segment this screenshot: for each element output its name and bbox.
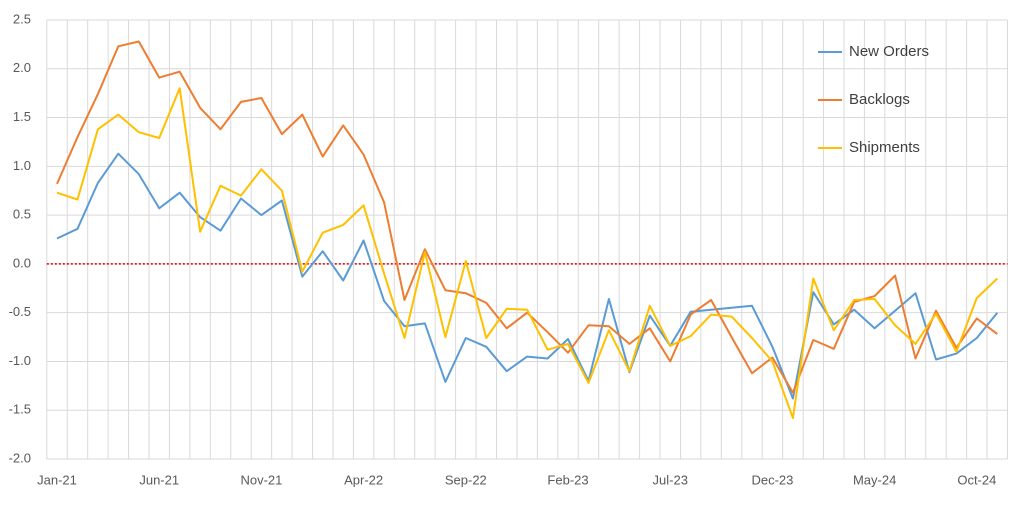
y-tick-label: 0.0 [13, 255, 31, 270]
y-tick-label: 1.5 [13, 109, 31, 124]
y-tick-label: -1.0 [9, 353, 31, 368]
x-tick-label: Jun-21 [139, 472, 179, 487]
y-tick-label: -0.5 [9, 304, 31, 319]
x-tick-label: Oct-24 [957, 472, 996, 487]
y-tick-label: 2.5 [13, 11, 31, 26]
legend-label: New Orders [849, 43, 929, 60]
x-tick-label: Nov-21 [240, 472, 282, 487]
x-tick-label: Jul-23 [653, 472, 688, 487]
x-tick-label: Sep-22 [445, 472, 487, 487]
y-tick-label: 0.5 [13, 207, 31, 222]
y-tick-label: 1.0 [13, 158, 31, 173]
x-tick-label: Apr-22 [344, 472, 383, 487]
x-tick-label: Feb-23 [547, 472, 588, 487]
x-tick-label: Dec-23 [751, 472, 793, 487]
series-line [56, 40, 998, 394]
series-line [56, 87, 998, 419]
x-tick-label: May-24 [853, 472, 896, 487]
y-tick-label: -1.5 [9, 402, 31, 417]
legend-label: Shipments [849, 139, 920, 156]
legend-label: Backlogs [849, 91, 910, 108]
x-tick-label: Jan-21 [37, 472, 77, 487]
y-tick-label: -2.0 [9, 450, 31, 465]
y-tick-label: 2.0 [13, 60, 31, 75]
